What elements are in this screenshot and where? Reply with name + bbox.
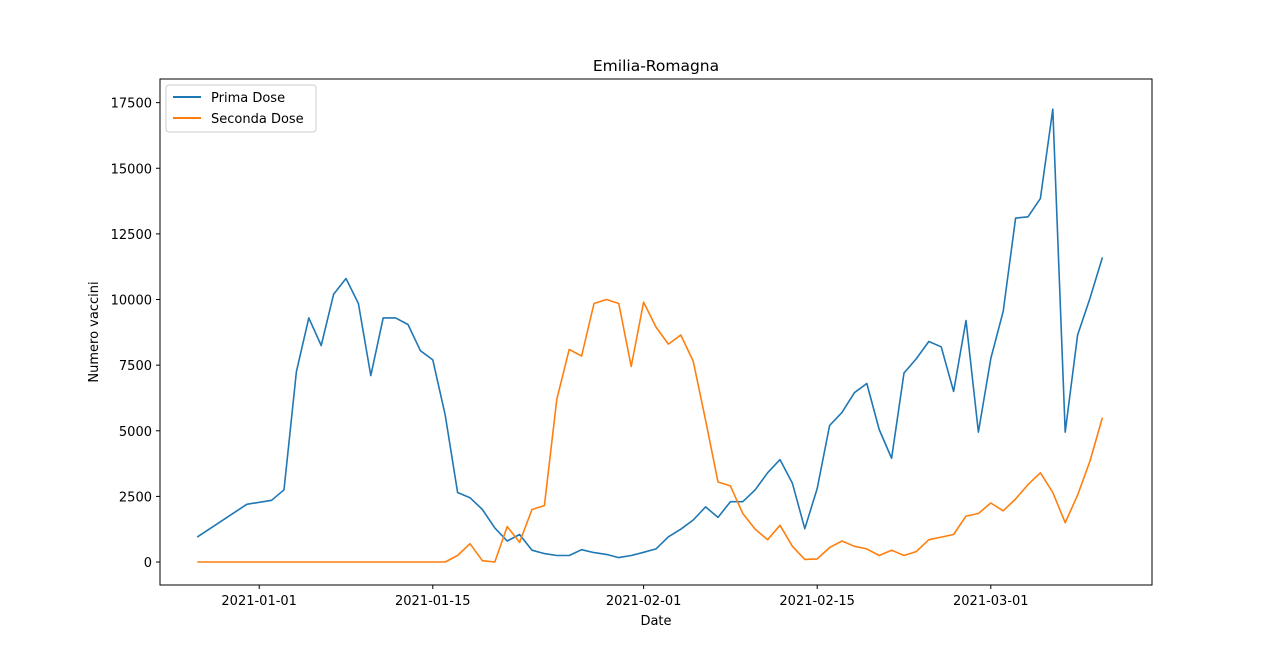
y-tick-label: 10000 xyxy=(111,294,152,309)
legend-label-prima-dose: Prima Dose xyxy=(211,91,285,106)
legend-frame xyxy=(165,84,317,133)
y-tick-label: 2500 xyxy=(119,490,152,505)
chart-title: Emilia-Romagna xyxy=(593,57,719,75)
plot-area xyxy=(159,78,1153,586)
y-tick-label: 0 xyxy=(144,556,152,571)
x-tick-label: 2021-03-01 xyxy=(953,594,1029,609)
y-axis: 0 2500 5000 7500 10000 12500 15000 17500 xyxy=(111,97,160,571)
y-tick-label: 17500 xyxy=(111,97,152,112)
series-layer xyxy=(196,108,1104,563)
x-axis-label: Date xyxy=(640,614,671,629)
y-tick-label: 5000 xyxy=(119,425,152,440)
x-tick-label: 2021-02-15 xyxy=(779,594,855,609)
y-tick-label: 15000 xyxy=(111,162,152,177)
axes-border xyxy=(159,78,1153,586)
y-tick-label: 7500 xyxy=(119,359,152,374)
x-tick-label: 2021-01-01 xyxy=(221,594,297,609)
x-axis: 2021-01-01 2021-01-15 2021-02-01 2021-02-15… xyxy=(221,585,1029,609)
x-tick-label: 2021-02-01 xyxy=(606,594,682,609)
y-tick-label: 12500 xyxy=(111,228,152,243)
series-line-seconda-dose xyxy=(197,298,1104,563)
plot-frame xyxy=(160,79,1152,585)
legend-label-seconda-dose: Seconda Dose xyxy=(211,112,304,127)
y-axis-label: Numero vaccini xyxy=(87,281,102,382)
legend: Prima Dose Seconda Dose xyxy=(165,84,317,133)
series-line-prima-dose xyxy=(196,108,1104,559)
x-tick-label: 2021-01-15 xyxy=(395,594,471,609)
